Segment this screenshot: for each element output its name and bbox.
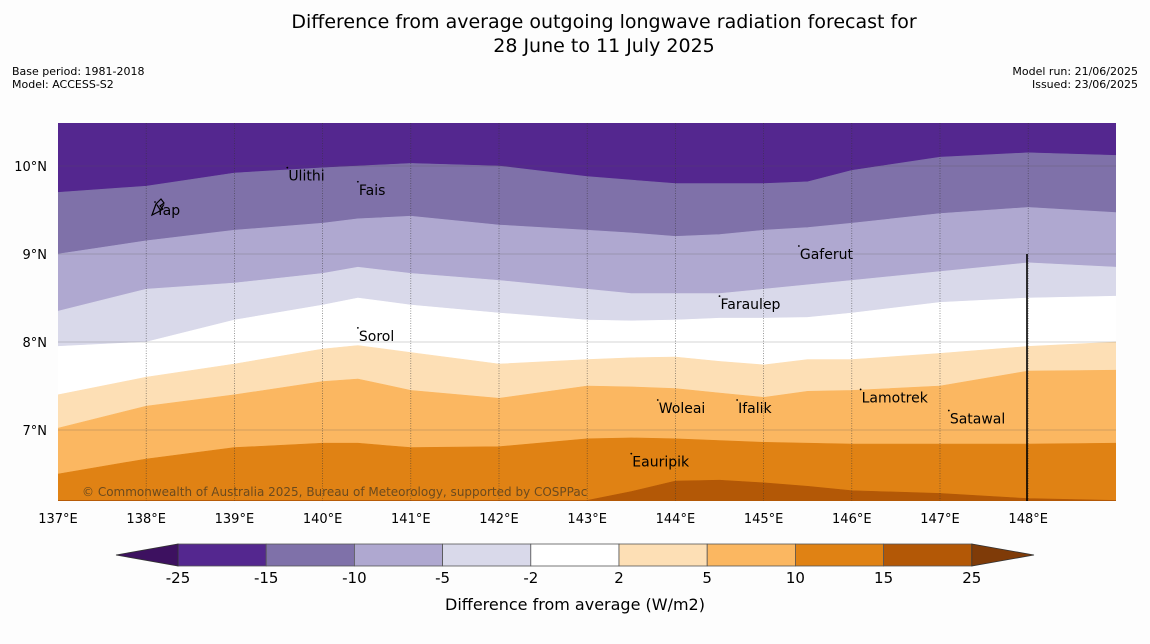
chart-title: Difference from average outgoing longwav… (0, 10, 1150, 58)
model-run: Model run: 21/06/2025 (1012, 65, 1138, 78)
colorbar-tick-label: -15 (254, 569, 279, 587)
colorbar-segment (530, 543, 620, 567)
colorbar-tick-label: -25 (166, 569, 191, 587)
colorbar-segment (177, 543, 267, 567)
colorbar-segment (618, 543, 708, 567)
colorbar-tick-label: -10 (342, 569, 367, 587)
place-marker (718, 295, 721, 298)
y-tick-label: 7°N (23, 424, 48, 439)
model-name: Model: ACCESS-S2 (12, 78, 114, 91)
x-tick-label: 145°E (744, 512, 784, 527)
x-tick-label: 148°E (1008, 512, 1048, 527)
place-label-ulithi: Ulithi (288, 169, 324, 185)
colorbar-tick-label: -2 (523, 569, 538, 587)
colorbar-segment (706, 543, 796, 567)
y-tick-label: 10°N (14, 160, 47, 175)
colorbar-tick-label: 2 (614, 569, 624, 587)
colorbar-extend-high (971, 543, 1035, 567)
place-label-sorol: Sorol (359, 329, 394, 345)
colorbar-segment (442, 543, 532, 567)
place-marker (947, 409, 950, 412)
colorbar-tick-label: 10 (786, 569, 805, 587)
x-tick-label: 139°E (215, 512, 255, 527)
place-marker (356, 326, 359, 329)
copyright-notice: © Commonwealth of Australia 2025, Bureau… (82, 485, 587, 499)
colorbar-segment (265, 543, 355, 567)
yap-island-icon (150, 198, 165, 217)
place-label-woleai: Woleai (659, 401, 706, 417)
place-label-lamotrek: Lamotrek (862, 390, 929, 406)
place-label-eauripik: Eauripik (632, 455, 690, 471)
place-marker (656, 399, 659, 401)
colorbar-segment (353, 543, 443, 567)
place-marker (154, 201, 156, 203)
x-tick-label: 137°E (38, 512, 78, 527)
x-tick-label: 143°E (567, 512, 607, 527)
x-axis-ticks: 137°E 138°E 139°E 140°E 141°E 142°E 143°E 144°E… (38, 512, 1048, 527)
place-marker (859, 388, 862, 391)
colorbar-tick-label: -5 (435, 569, 450, 587)
colorbar-tick-label: 15 (874, 569, 893, 587)
place-label-gaferut: Gaferut (800, 247, 854, 263)
place-marker (356, 180, 359, 183)
place-label-fais: Fais (359, 183, 386, 199)
place-marker (286, 166, 289, 169)
grid-lines (58, 123, 1116, 501)
place-marker (736, 399, 739, 401)
place-label-ifalik: Ifalik (738, 401, 772, 417)
place-marker (630, 452, 633, 455)
issued-date: Issued: 23/06/2025 (1031, 78, 1138, 91)
colorbar-segment (883, 543, 973, 567)
y-tick-label: 9°N (23, 248, 48, 263)
colorbar-segment (795, 543, 885, 567)
place-label-faraulep: Faraulep (721, 297, 781, 313)
y-tick-label: 8°N (23, 336, 48, 351)
meta-left: Base period: 1981-2018 Model: ACCESS-S2 (12, 65, 144, 91)
x-tick-label: 146°E (832, 512, 872, 527)
colorbar-title: Difference from average (W/m2) (445, 595, 705, 614)
place-marker (797, 245, 800, 247)
x-tick-label: 147°E (920, 512, 960, 527)
base-period: Base period: 1981-2018 (12, 65, 145, 78)
y-axis-ticks: 7°N 8°N 9°N 10°N (14, 160, 47, 439)
title-line-2: 28 June to 11 July 2025 (493, 35, 715, 57)
colorbar-extend-low (115, 543, 179, 567)
colorbar-tick-label: 25 (962, 569, 981, 587)
colorbar: -25 -15 -10 -5 -2 2 5 10 15 25 (115, 543, 1035, 587)
colorbar-tick-label: 5 (702, 569, 712, 587)
title-line-1: Difference from average outgoing longwav… (291, 11, 917, 33)
x-tick-label: 142°E (479, 512, 519, 527)
meta-right: Model run: 21/06/2025 Issued: 23/06/2025 (1012, 65, 1138, 91)
x-tick-label: 144°E (656, 512, 696, 527)
x-tick-label: 140°E (303, 512, 343, 527)
x-tick-label: 138°E (126, 512, 166, 527)
x-tick-label: 141°E (391, 512, 431, 527)
place-label-satawal: Satawal (950, 412, 1005, 428)
